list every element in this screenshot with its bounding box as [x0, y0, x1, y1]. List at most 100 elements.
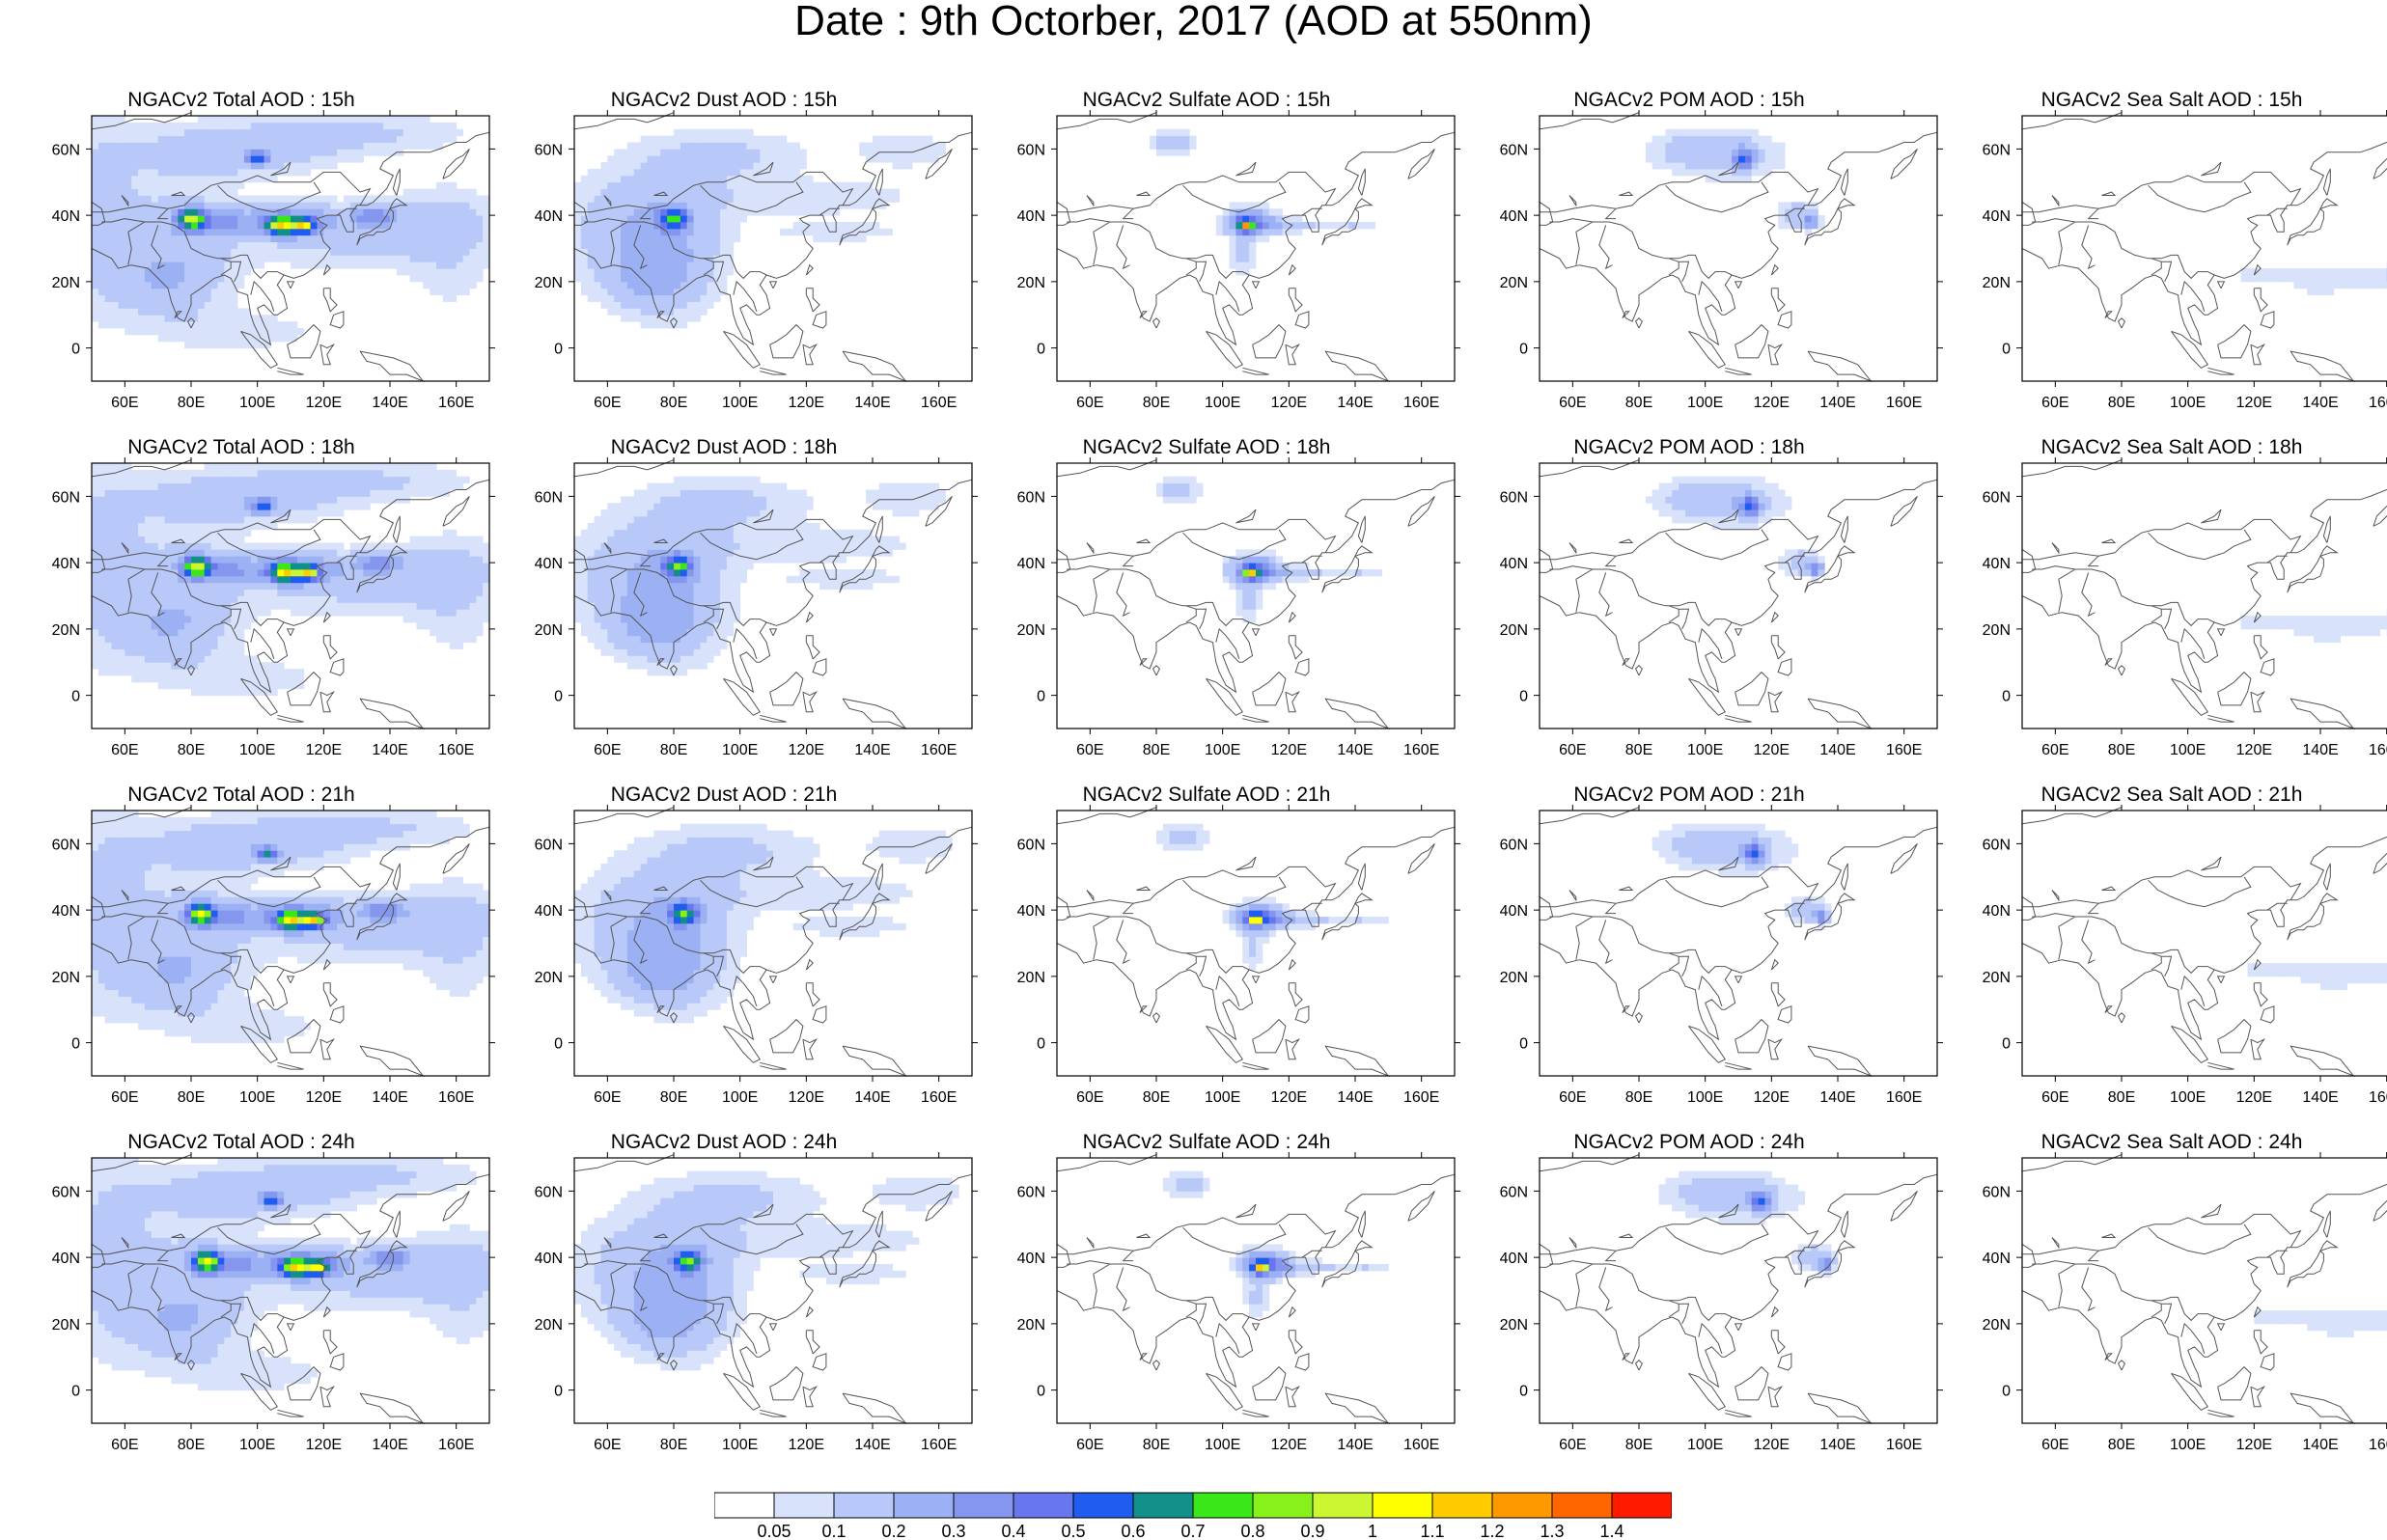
aod-shading	[1156, 476, 1382, 623]
lat-tick-label: 60N	[535, 837, 563, 853]
lon-tick-label: 120E	[1271, 1089, 1307, 1106]
panel-title: NGACv2 Sea Salt AOD : 24h	[2040, 1131, 2303, 1153]
colorbar-label: 1.3	[1540, 1522, 1564, 1540]
map-panel-seasalt-1: NGACv2 Sea Salt AOD : 18h 60E 80E 100E 120E 1…	[1969, 436, 2387, 758]
aod-shading	[92, 1158, 490, 1391]
lat-tick-label: 20N	[1017, 275, 1045, 291]
map-frame	[2021, 462, 2387, 729]
aod-shading	[1651, 823, 1832, 931]
lon-tick-label: 120E	[1754, 1089, 1790, 1106]
lon-tick-label: 120E	[789, 395, 824, 411]
lat-tick-label: 20N	[1500, 1317, 1528, 1334]
lon-tick-label: 100E	[1687, 395, 1723, 411]
colorbar-label: 0.1	[821, 1522, 846, 1540]
lon-tick-label: 160E	[1886, 395, 1922, 411]
lon-tick-label: 60E	[1076, 395, 1103, 411]
map-frame	[1056, 462, 1456, 729]
lon-tick-label: 120E	[1271, 742, 1307, 758]
lon-tick-label: 100E	[722, 1437, 758, 1453]
lon-tick-label: 120E	[789, 1437, 824, 1453]
lon-tick-label: 100E	[1687, 742, 1723, 758]
lat-tick-label: 40N	[1983, 556, 2011, 572]
map-panel-sulfate-0: NGACv2 Sulfate AOD : 15h 60E 80E 100E 120E 14…	[1004, 89, 1460, 411]
lat-tick-label: 40N	[535, 1251, 563, 1267]
aod-shading	[1645, 476, 1825, 584]
panel-title: NGACv2 Sea Salt AOD : 18h	[2040, 436, 2303, 458]
lon-tick-label: 140E	[372, 395, 407, 411]
aod-shading	[574, 823, 953, 1024]
coastlines	[573, 807, 973, 1078]
lat-tick-label: 60N	[1983, 142, 2011, 158]
lat-tick-label: 40N	[52, 903, 80, 920]
lat-tick-label: 0	[1037, 1384, 1045, 1400]
lat-tick-label: 0	[554, 689, 563, 705]
lat-tick-label: 20N	[535, 275, 563, 291]
map-frame	[1539, 462, 1938, 729]
lon-tick-label: 120E	[306, 742, 342, 758]
lat-tick-label: 20N	[1983, 622, 2011, 639]
lon-tick-label: 160E	[2369, 395, 2387, 411]
lon-tick-label: 120E	[1271, 395, 1307, 411]
map-frame	[1056, 1157, 1456, 1424]
lon-tick-label: 140E	[854, 395, 890, 411]
lon-tick-label: 100E	[1205, 1089, 1240, 1106]
coastlines	[1056, 459, 1456, 730]
map-frame	[573, 115, 973, 382]
map-plot: 60E 80E 100E 120E 140E 160E 60N 40N 20N 0	[1983, 1152, 2387, 1453]
lon-tick-label: 60E	[1559, 742, 1586, 758]
lon-tick-label: 60E	[111, 395, 138, 411]
map-panel-total-3: NGACv2 Total AOD : 24h 60E 80E 100E 120E 140E…	[39, 1131, 495, 1453]
lon-tick-label: 160E	[1403, 1089, 1439, 1106]
lon-tick-label: 100E	[1205, 1437, 1240, 1453]
aod-shading	[574, 1170, 959, 1371]
lon-tick-label: 100E	[722, 395, 758, 411]
map-panel-dust-3: NGACv2 Dust AOD : 24h 60E 80E 100E 120E 140E 1…	[521, 1131, 978, 1453]
colorbar-label: 0.8	[1240, 1522, 1264, 1540]
aod-shading	[92, 811, 490, 1044]
map-panel-total-2: NGACv2 Total AOD : 21h 60E 80E 100E 120E 140E…	[39, 784, 495, 1106]
map-plot: 60E 80E 100E 120E 140E 160E 60N 40N 20N 0	[52, 1152, 495, 1453]
lat-tick-label: 20N	[1017, 1317, 1045, 1334]
lat-tick-label: 60N	[1017, 142, 1045, 158]
map-plot: 60E 80E 100E 120E 140E 160E 60N 40N 20N 0	[535, 110, 978, 411]
lat-tick-label: 20N	[52, 1317, 80, 1334]
map-plot: 60E 80E 100E 120E 140E 160E 60N 40N 20N 0	[1500, 805, 1943, 1106]
lat-tick-label: 40N	[1500, 208, 1528, 225]
map-plot: 60E 80E 100E 120E 140E 160E 60N 40N 20N 0	[52, 805, 495, 1106]
colorbar-label: 0.2	[881, 1522, 905, 1540]
lat-tick-label: 40N	[1500, 1251, 1528, 1267]
map-panel-pom-2: NGACv2 POM AOD : 21h 60E 80E 100E 120E 140E 16…	[1486, 784, 1943, 1106]
lat-tick-label: 20N	[1983, 970, 2011, 986]
lat-tick-label: 20N	[52, 970, 80, 986]
lon-tick-label: 60E	[1559, 395, 1586, 411]
lat-tick-label: 20N	[1017, 970, 1045, 986]
colorbar-label: 1	[1368, 1522, 1377, 1540]
map-frame	[91, 115, 490, 382]
lat-tick-label: 20N	[1983, 1317, 2011, 1334]
lon-tick-label: 140E	[1337, 395, 1373, 411]
lon-tick-label: 80E	[1625, 1437, 1652, 1453]
map-panel-seasalt-3: NGACv2 Sea Salt AOD : 24h 60E 80E 100E 120E 1…	[1969, 1131, 2387, 1453]
coastlines	[573, 459, 973, 730]
lon-tick-label: 160E	[1886, 1089, 1922, 1106]
lon-tick-label: 80E	[660, 395, 687, 411]
map-plot: 60E 80E 100E 120E 140E 160E 60N 40N 20N 0	[1983, 805, 2387, 1106]
colorbar-label: 0.05	[757, 1522, 791, 1540]
map-plot: 60E 80E 100E 120E 140E 160E 60N 40N 20N 0	[1983, 110, 2387, 411]
map-frame	[2021, 810, 2387, 1077]
colorbar-label: 0.6	[1121, 1522, 1145, 1540]
lon-tick-label: 100E	[1687, 1089, 1723, 1106]
lat-tick-label: 0	[71, 1384, 80, 1400]
coastlines	[573, 1154, 973, 1425]
lon-tick-label: 120E	[1754, 395, 1790, 411]
lon-tick-label: 120E	[1271, 1437, 1307, 1453]
map-panel-seasalt-2: NGACv2 Sea Salt AOD : 21h 60E 80E 100E 120E 1…	[1969, 784, 2387, 1106]
map-frame	[91, 1157, 490, 1424]
lat-tick-label: 60N	[1500, 837, 1528, 853]
lat-tick-label: 0	[554, 1384, 563, 1400]
aod-shading	[92, 116, 490, 349]
panel-title: NGACv2 Sulfate AOD : 21h	[1082, 784, 1331, 806]
aod-shading	[2247, 963, 2387, 991]
map-frame	[1539, 1157, 1938, 1424]
coastlines	[2021, 807, 2387, 1078]
